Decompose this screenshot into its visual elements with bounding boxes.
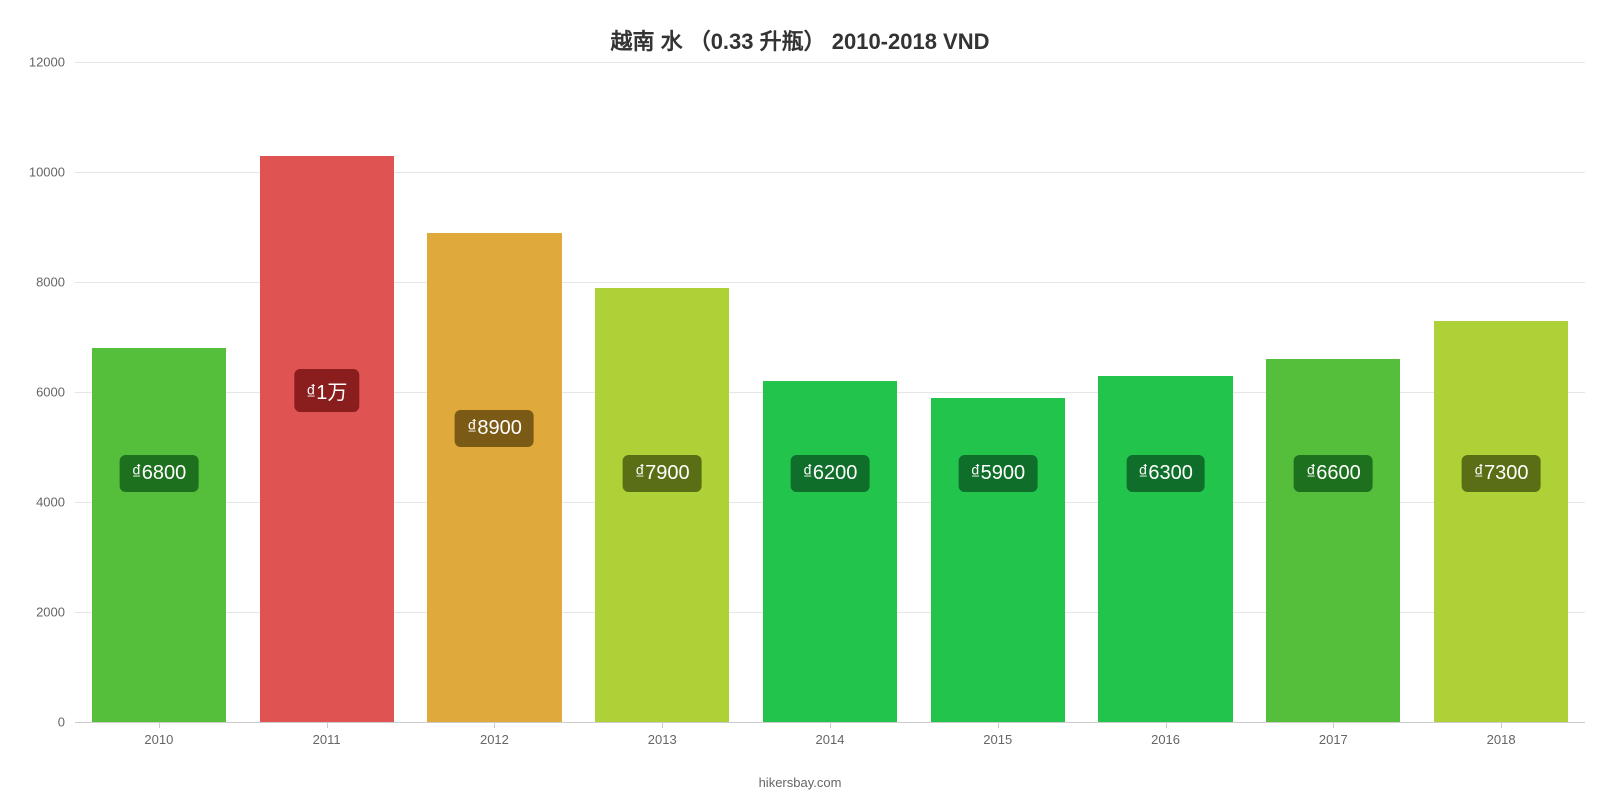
bar-value-label: ₫6600 — [1294, 455, 1373, 492]
chart-container: 越南 水 （0.33 升瓶） 2010-2018 VND 02000400060… — [0, 0, 1600, 800]
bar-value-label: ₫6200 — [791, 455, 870, 492]
x-tick — [159, 722, 160, 728]
attribution: hikersbay.com — [0, 775, 1600, 790]
x-tick — [1501, 722, 1502, 728]
bar: ₫8900 — [427, 233, 561, 723]
y-tick-label: 10000 — [29, 165, 65, 180]
chart-title: 越南 水 （0.33 升瓶） 2010-2018 VND — [0, 24, 1600, 56]
y-tick-label: 0 — [58, 715, 65, 730]
x-tick-label: 2017 — [1319, 732, 1348, 747]
grid-line — [75, 62, 1585, 63]
bar-value-label: ₫1万 — [294, 369, 359, 412]
bar-value-label: ₫7900 — [623, 455, 702, 492]
x-tick — [662, 722, 663, 728]
bar: ₫7300 — [1434, 321, 1568, 723]
y-tick-label: 8000 — [36, 275, 65, 290]
x-tick-label: 2016 — [1151, 732, 1180, 747]
x-tick — [494, 722, 495, 728]
x-tick — [998, 722, 999, 728]
bar: ₫1万 — [260, 156, 394, 723]
bar: ₫6800 — [92, 348, 226, 722]
bar-value-label: ₫8900 — [455, 410, 534, 447]
bar-value-label: ₫7300 — [1462, 455, 1541, 492]
x-tick-label: 2018 — [1487, 732, 1516, 747]
bar: ₫6200 — [763, 381, 897, 722]
x-tick-label: 2011 — [313, 732, 341, 747]
y-tick-label: 2000 — [36, 605, 65, 620]
y-tick-label: 12000 — [29, 55, 65, 70]
x-tick — [1166, 722, 1167, 728]
x-tick-label: 2010 — [144, 732, 173, 747]
bar: ₫5900 — [931, 398, 1065, 723]
bar: ₫6600 — [1266, 359, 1400, 722]
y-tick-label: 6000 — [36, 385, 65, 400]
bar: ₫7900 — [595, 288, 729, 723]
x-tick — [830, 722, 831, 728]
x-tick — [327, 722, 328, 728]
y-tick-label: 4000 — [36, 495, 65, 510]
bar: ₫6300 — [1098, 376, 1232, 723]
x-tick-label: 2012 — [480, 732, 509, 747]
x-tick-label: 2013 — [648, 732, 677, 747]
x-tick-label: 2014 — [816, 732, 845, 747]
bar-value-label: ₫5900 — [958, 455, 1037, 492]
x-tick — [1333, 722, 1334, 728]
bar-value-label: ₫6300 — [1126, 455, 1205, 492]
bar-value-label: ₫6800 — [119, 455, 198, 492]
x-tick-label: 2015 — [983, 732, 1012, 747]
plot-area: 020004000600080001000012000₫68002010₫1万2… — [75, 62, 1585, 722]
